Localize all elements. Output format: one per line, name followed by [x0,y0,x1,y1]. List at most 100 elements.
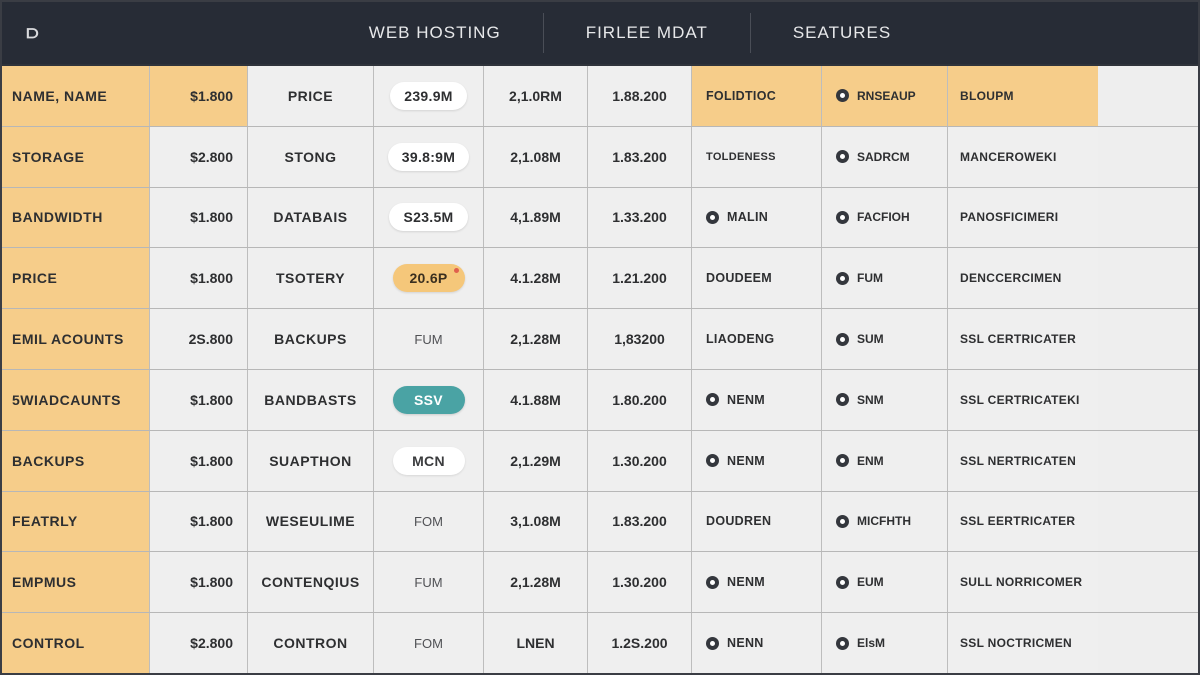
note-label: SSL NOCTRICMEN [948,613,1098,673]
metric-badge: S23.5M [389,203,467,231]
metric-badge-cell: S23.5M [374,188,484,248]
option-b-cell: ENM [822,431,948,491]
feature-name: CONTENQIUS [248,552,374,612]
radio-dot-icon[interactable] [836,393,849,406]
note-label: SSL NERTRICATEN [948,431,1098,491]
radio-dot-icon[interactable] [836,272,849,285]
radio-dot-icon[interactable] [706,576,719,589]
feature-name: STONG [248,127,374,187]
table-row: PRICE$1.800TSOTERY20.6P4.1.28M1.21.200DO… [2,247,1198,308]
header-bar: ⫐ WEB HOSTING FIRLEE MDAT SEATURES [2,2,1198,64]
metric-a: 3,1.08M [484,492,588,552]
price-value: $1.800 [150,431,248,491]
option-a-label: NENM [727,393,765,407]
option-b-label: SADRCM [857,150,910,164]
feature-name: CONTRON [248,613,374,673]
table-row: BACKUPS$1.800SUAPTHONMCN2,1.29M1.30.200N… [2,430,1198,491]
option-a-label: MALIN [727,210,768,224]
option-b-cell: EUM [822,552,948,612]
metric-badge: FOM [414,514,443,529]
option-b-cell: MICFHTH [822,492,948,552]
feature-name: SUAPTHON [248,431,374,491]
table-row: EMPMUS$1.800CONTENQIUSFUM2,1.28M1.30.200… [2,551,1198,612]
option-a-cell: TOLDENESS [692,127,822,187]
metric-b: 1.30.200 [588,431,692,491]
option-b-cell: FACFIOH [822,188,948,248]
radio-dot-icon[interactable] [706,637,719,650]
row-label: PRICE [2,248,150,308]
feature-name: PRICE [248,66,374,126]
option-b-label: MICFHTH [857,514,911,528]
option-b-cell: SNM [822,370,948,430]
radio-dot-icon[interactable] [836,89,849,102]
metric-b: 1.30.200 [588,552,692,612]
logo-icon[interactable]: ⫐ [2,2,62,64]
price-value: $2.800 [150,127,248,187]
note-label: SULL NORRICOMER [948,552,1098,612]
nav-firlee-mdat[interactable]: FIRLEE MDAT [544,13,751,53]
metric-a: 2,1.29M [484,431,588,491]
option-a-cell: FOLIDTIOC [692,66,822,126]
radio-dot-icon[interactable] [836,515,849,528]
row-label: EMIL ACOUNTS [2,309,150,369]
option-b-cell: RNSEAUP [822,66,948,126]
option-b-label: SNM [857,393,884,407]
radio-dot-icon[interactable] [706,454,719,467]
price-value: 2S.800 [150,309,248,369]
option-a-label: NENM [727,454,765,468]
radio-dot-icon[interactable] [706,211,719,224]
metric-b: 1.83.200 [588,492,692,552]
feature-name: BANDBASTS [248,370,374,430]
metric-badge-cell: 239.9M [374,66,484,126]
radio-dot-icon[interactable] [836,150,849,163]
option-b-label: ENM [857,454,884,468]
radio-dot-icon[interactable] [836,454,849,467]
metric-badge: 39.8:9M [388,143,469,171]
row-label: 5WIADCAUNTS [2,370,150,430]
radio-dot-icon[interactable] [836,637,849,650]
metric-a: 4.1.88M [484,370,588,430]
nav-web-hosting[interactable]: WEB HOSTING [327,13,544,53]
option-b-label: EUM [857,575,884,589]
metric-b: 1.83.200 [588,127,692,187]
metric-b: 1.88.200 [588,66,692,126]
metric-b: 1.80.200 [588,370,692,430]
table-row: EMIL ACOUNTS2S.800BACKUPSFUM2,1.28M1,832… [2,308,1198,369]
option-a-label: TOLDENESS [706,151,776,163]
nav-tabs: WEB HOSTING FIRLEE MDAT SEATURES [62,2,1198,64]
option-b-cell: FUM [822,248,948,308]
feature-name: DATABAIS [248,188,374,248]
note-label: SSL CERTRICATER [948,309,1098,369]
option-b-cell: SADRCM [822,127,948,187]
option-a-label: DOUDREN [706,514,771,528]
option-a-cell: LIAODENG [692,309,822,369]
metric-badge: FUM [414,332,442,347]
radio-dot-icon[interactable] [706,393,719,406]
nav-seatures[interactable]: SEATURES [751,13,933,53]
metric-a: LNEN [484,613,588,673]
radio-dot-icon[interactable] [836,576,849,589]
row-label: EMPMUS [2,552,150,612]
option-a-label: FOLIDTIOC [706,89,776,103]
metric-badge: FOM [414,636,443,651]
metric-badge-cell: 20.6P [374,248,484,308]
row-label: STORAGE [2,127,150,187]
feature-name: TSOTERY [248,248,374,308]
price-value: $1.800 [150,188,248,248]
table-row: FEATRLY$1.800WESEULIMEFOM3,1.08M1.83.200… [2,491,1198,552]
price-value: $1.800 [150,66,248,126]
option-a-label: LIAODENG [706,332,774,346]
metric-a: 2,1.0RM [484,66,588,126]
metric-a: 4.1.28M [484,248,588,308]
table-row: BANDWIDTH$1.800DATABAISS23.5M4,1.89M1.33… [2,187,1198,248]
radio-dot-icon[interactable] [836,211,849,224]
option-a-label: NENN [727,636,764,650]
price-value: $2.800 [150,613,248,673]
row-label: NAME, NAME [2,66,150,126]
radio-dot-icon[interactable] [836,333,849,346]
note-label: SSL CERTRICATEKI [948,370,1098,430]
note-label: BLOUPM [948,66,1098,126]
feature-name: BACKUPS [248,309,374,369]
option-b-label: FACFIOH [857,210,910,224]
price-value: $1.800 [150,370,248,430]
